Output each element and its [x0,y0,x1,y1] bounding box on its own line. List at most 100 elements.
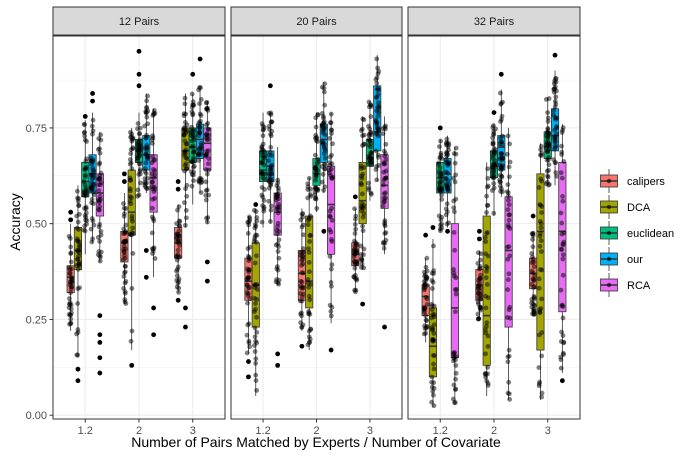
data-point [266,179,272,184]
data-point [381,191,387,197]
data-point [359,173,364,179]
data-point [500,99,505,105]
box-euclidean [134,48,144,199]
data-point [74,236,80,242]
data-point [490,125,496,130]
data-point [130,146,136,152]
data-point [431,311,437,317]
data-point [485,166,491,172]
data-point [182,149,187,155]
data-point [446,160,452,166]
data-point [506,217,512,223]
data-point [74,188,80,194]
outlier-point [90,98,95,104]
box-RCA [504,127,513,402]
data-point [504,151,510,157]
data-point [352,259,358,264]
data-point [559,220,565,226]
data-point [546,162,552,168]
data-point [531,277,537,283]
panel: 32 Pairs 1.2 2 3 [407,6,581,437]
outlier-point [423,232,429,238]
legend-label: euclidean [627,228,674,240]
data-point [482,371,488,377]
data-point [122,270,127,276]
data-point [305,277,311,282]
data-point [300,249,305,255]
data-point [451,230,457,235]
data-point [152,172,158,178]
data-point [437,180,442,186]
data-point [536,365,542,370]
data-point [275,192,280,197]
data-point [261,127,266,132]
data-point [123,278,129,284]
data-point [252,225,258,231]
data-point [89,216,95,221]
data-point [299,279,305,285]
data-point [305,222,311,228]
data-point [374,120,380,126]
data-point [429,374,435,380]
data-point [558,170,564,176]
data-point [328,229,334,235]
data-point [88,172,94,178]
data-point [352,265,358,271]
data-point [198,190,204,195]
data-point [366,123,371,129]
data-point [560,193,565,199]
data-point [499,150,504,156]
data-point [453,145,459,151]
data-point [476,316,482,321]
data-point [352,287,358,293]
data-point [251,309,257,314]
data-point [300,214,306,220]
data-point [136,192,142,198]
data-point [306,250,312,255]
data-point [273,197,279,203]
box-DCA [181,93,190,330]
data-point [176,289,181,295]
data-point [196,146,202,151]
data-point [77,242,82,248]
data-point [181,132,187,138]
data-point [75,266,81,272]
data-point [189,138,195,144]
data-point [88,226,94,232]
data-point [530,244,536,250]
legend-item-calipers: calipers [600,169,665,193]
data-point [429,303,435,309]
legend-item-RCA: RCA [600,273,651,297]
panels-layer: 12 Pairs 1.2 2 3 20 Pairs 1.2 2 3 32 Pairs 1.2 2 3 [52,6,581,437]
box-calipers [120,171,129,306]
data-point [352,238,357,244]
data-point [538,238,544,244]
outlier-point [246,374,251,380]
data-point [150,205,155,211]
data-point [75,198,81,204]
data-point [246,275,252,281]
data-point [452,247,458,253]
data-point [366,187,372,193]
outlier-point [477,228,482,234]
data-point [445,170,451,176]
outlier-point [190,71,196,77]
data-point [320,139,326,145]
data-point [438,150,444,156]
data-point [275,177,281,183]
data-point [358,252,364,257]
data-point [368,162,374,168]
data-point [320,130,326,136]
outlier-point [90,91,95,96]
data-point [478,296,484,302]
data-point [453,151,459,157]
box-calipers [66,209,75,331]
data-point [544,157,550,163]
data-point [506,212,512,218]
data-point [560,333,566,338]
data-point [149,230,155,236]
data-point [203,188,209,193]
box-calipers [297,208,306,349]
outlier-point [552,52,558,58]
box-DCA [536,143,545,400]
